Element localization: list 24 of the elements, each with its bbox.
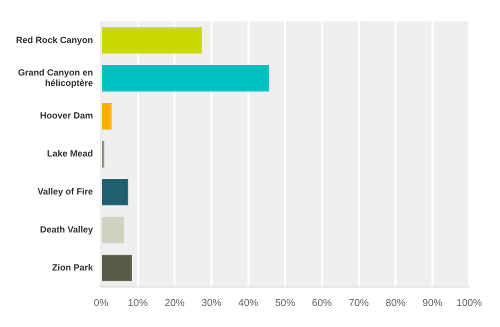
x-tick-label: 60% <box>312 298 332 309</box>
bar <box>102 65 270 92</box>
x-tick-label: 50% <box>275 298 296 309</box>
bar <box>102 102 112 130</box>
bar <box>102 178 128 206</box>
x-tick-label: 10% <box>128 298 148 309</box>
x-tick-label: 40% <box>238 298 258 309</box>
y-tick-label: Zion Park <box>52 262 94 273</box>
x-tick-label: 30% <box>201 298 222 309</box>
x-tick-label: 80% <box>386 298 406 309</box>
y-tick-label: Valley of Fire <box>37 186 94 197</box>
x-tick-label: 0% <box>94 298 108 309</box>
y-tick-label: Death Valley <box>40 224 94 235</box>
x-tick-label: 20% <box>164 298 185 309</box>
x-tick-label: 70% <box>348 298 369 309</box>
y-tick-label: Grand Canyon en hélicoptère <box>18 67 94 88</box>
y-tick-label: Red Rock Canyon <box>16 34 94 45</box>
y-tick-label: Lake Mead <box>46 148 94 159</box>
x-tick-label: 100% <box>456 298 482 309</box>
bar <box>102 254 132 282</box>
bar <box>102 27 202 54</box>
x-tick-label: 90% <box>422 298 443 309</box>
bar <box>102 216 124 244</box>
y-tick-label: Hoover Dam <box>40 110 94 121</box>
